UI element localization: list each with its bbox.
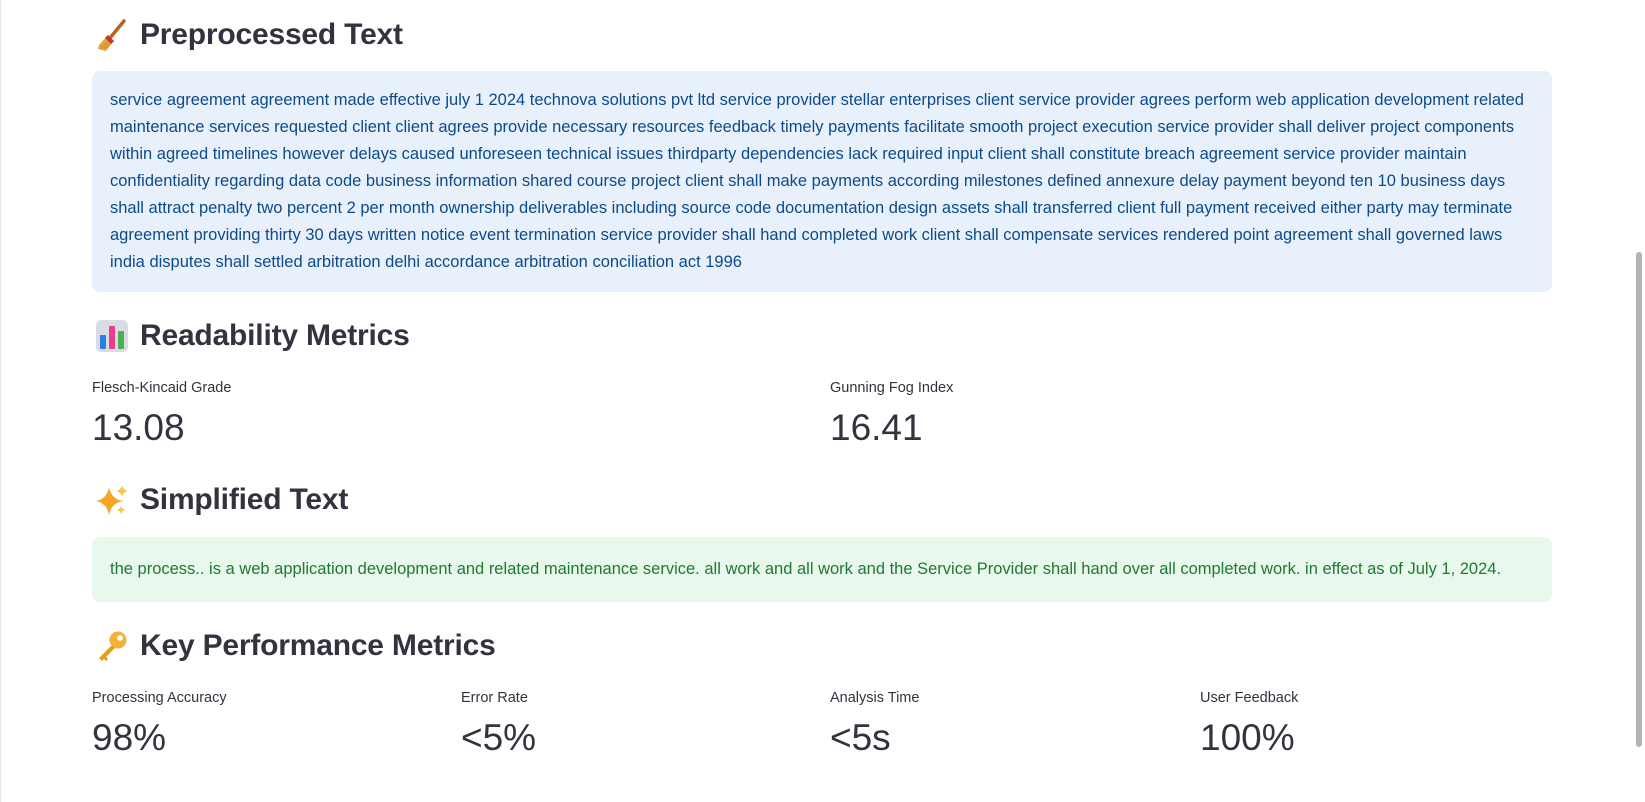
metric-gunning-fog: Gunning Fog Index 16.41: [830, 378, 1552, 452]
metric-label: User Feedback: [1200, 690, 1299, 706]
key-performance-metrics-title: Key Performance Metrics: [140, 629, 496, 662]
scrollbar-thumb[interactable]: [1636, 252, 1642, 747]
bar-chart-icon: [92, 318, 132, 354]
vertical-scrollbar[interactable]: [1631, 0, 1645, 802]
simplified-text-title: Simplified Text: [140, 483, 349, 516]
sparkles-icon: [92, 482, 132, 518]
readability-metrics-row: Flesch-Kincaid Grade 13.08 Gunning Fog I…: [92, 378, 1552, 452]
metric-label: Error Rate: [461, 690, 528, 706]
metric-label: Analysis Time: [830, 690, 920, 706]
metric-analysis-time: Analysis Time <5s: [830, 688, 1200, 762]
metric-label: Processing Accuracy: [92, 690, 227, 706]
readability-metrics-title: Readability Metrics: [140, 319, 410, 352]
preprocessed-text-title: Preprocessed Text: [140, 18, 403, 51]
metric-label: Gunning Fog Index: [830, 380, 954, 396]
simplified-text-box: the process.. is a web application devel…: [92, 537, 1552, 602]
metric-user-feedback: User Feedback 100%: [1200, 688, 1552, 762]
metric-value: 100%: [1200, 717, 1295, 758]
metric-value: <5%: [461, 717, 537, 758]
metric-value: 13.08: [92, 407, 185, 448]
key-icon: [92, 628, 132, 664]
broom-icon: [92, 17, 132, 53]
simplified-text-heading: Simplified Text: [92, 480, 1552, 520]
metric-value: 16.41: [830, 407, 923, 448]
preprocessed-text-heading: Preprocessed Text: [92, 15, 1552, 55]
main-content: Preprocessed Text service agreement agre…: [92, 0, 1552, 762]
kpi-metrics-row: Processing Accuracy 98% Error Rate <5% A…: [92, 688, 1552, 762]
key-performance-metrics-heading: Key Performance Metrics: [92, 626, 1552, 666]
metric-value: <5s: [830, 717, 891, 758]
metric-value: 98%: [92, 717, 167, 758]
metric-flesch-kincaid: Flesch-Kincaid Grade 13.08: [92, 378, 830, 452]
simplified-text-content: the process.. is a web application devel…: [110, 560, 1502, 578]
metric-label: Flesch-Kincaid Grade: [92, 380, 232, 396]
preprocessed-text-box: service agreement agreement made effecti…: [92, 71, 1552, 292]
metric-error-rate: Error Rate <5%: [461, 688, 830, 762]
readability-metrics-heading: Readability Metrics: [92, 316, 1552, 356]
preprocessed-text-content: service agreement agreement made effecti…: [110, 91, 1524, 271]
metric-processing-accuracy: Processing Accuracy 98%: [92, 688, 461, 762]
